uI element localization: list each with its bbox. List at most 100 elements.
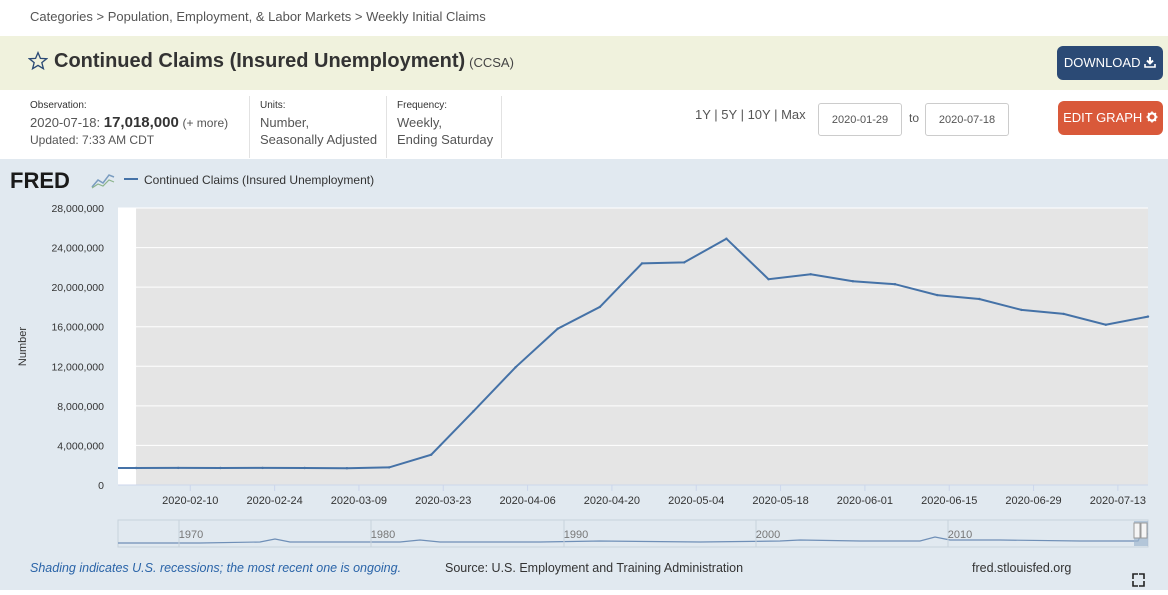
chart-svg: FRED Continued Claims (Insured Unemploym… [10, 168, 1150, 587]
chart-area: FRED Continued Claims (Insured Unemploym… [0, 159, 1168, 590]
breadcrumb-separator: > [96, 9, 105, 24]
navigator-year-label: 1970 [179, 529, 203, 541]
source-text: Source: U.S. Employment and Training Adm… [445, 561, 743, 575]
frequency-line2: Ending Saturday [397, 132, 494, 147]
observation-date: 2020-07-18: [30, 115, 101, 130]
x-axis: 2020-02-10 2020-02-24 2020-03-09 2020-03-23… [118, 484, 1148, 507]
data-point [936, 293, 939, 297]
observation-label: Observation: [30, 100, 87, 111]
breadcrumb-separator: > [354, 9, 363, 24]
breadcrumb: Categories > Population, Employment, & L… [0, 0, 1168, 36]
breadcrumb-categories[interactable]: Categories [30, 9, 93, 24]
navigator-year-label: 1990 [564, 529, 588, 541]
download-button[interactable]: DOWNLOAD [1057, 46, 1163, 80]
series-id: (CCSA) [469, 55, 514, 70]
edit-graph-button[interactable]: EDIT GRAPH [1058, 101, 1163, 135]
gridlines [118, 207, 1148, 486]
data-point [219, 466, 222, 470]
navigator-handle-right[interactable] [1140, 522, 1148, 539]
observation-value: 17,018,000 [103, 114, 179, 131]
data-point [1062, 312, 1065, 316]
site-url[interactable]: fred.stlouisfed.org [972, 561, 1071, 575]
data-point [1020, 308, 1023, 312]
breadcrumb-population[interactable]: Population, Employment, & Labor Markets [107, 9, 352, 24]
divider [249, 96, 250, 158]
data-point [725, 237, 728, 240]
range-1y[interactable]: 1Y [695, 107, 711, 122]
series-title: Continued Claims (Insured Unemployment) [54, 50, 466, 72]
end-date-input[interactable] [925, 103, 1009, 136]
updated-text: Updated: 7:33 AM CDT [30, 133, 155, 147]
download-label: DOWNLOAD [1063, 55, 1141, 70]
fred-logo-graph-icon [91, 172, 115, 189]
recession-note[interactable]: Shading indicates U.S. recessions; the m… [30, 561, 401, 575]
units-line1: Number, [260, 115, 310, 130]
units-line2: Seasonally Adjusted [260, 132, 378, 147]
data-point [598, 305, 602, 309]
favorite-star-icon[interactable] [28, 51, 48, 71]
x-tick-label: 2020-06-01 [837, 495, 893, 507]
x-tick-label: 2020-05-18 [752, 495, 808, 507]
frequency-label: Frequency: [397, 100, 448, 111]
x-tick-label: 2020-07-13 [1090, 495, 1146, 507]
fred-logo: FRED [10, 168, 70, 193]
y-axis-label: Number [17, 327, 29, 366]
data-point [893, 283, 897, 286]
navigator-year-label: 2000 [756, 529, 780, 541]
data-point [640, 262, 644, 265]
data-point [683, 261, 686, 264]
frequency-block: Frequency: Weekly, Ending Saturday [397, 100, 493, 148]
data-point [809, 273, 812, 276]
edit-graph-label: EDIT GRAPH [1063, 110, 1143, 125]
navigator-year-label: 1980 [371, 529, 395, 541]
data-point [472, 410, 475, 413]
breadcrumb-weekly-claims[interactable]: Weekly Initial Claims [366, 9, 486, 24]
frequency-line1: Weekly, [397, 115, 443, 130]
x-tick-label: 2020-04-20 [584, 495, 640, 507]
y-axis: 0 4,000,000 8,000,000 12,000,000 16,000,000 2… [51, 203, 104, 492]
data-point [430, 453, 433, 456]
range-5y[interactable]: 5Y [721, 107, 737, 122]
x-tick-label: 2020-03-09 [331, 495, 387, 507]
y-tick-label: 4,000,000 [57, 440, 104, 452]
y-tick-label: 8,000,000 [57, 401, 104, 413]
y-tick-label: 12,000,000 [51, 361, 104, 373]
y-tick-label: 0 [98, 480, 104, 492]
data-point [978, 297, 981, 301]
navigator-handle-left[interactable] [1133, 522, 1141, 539]
x-tick-label: 2020-06-29 [1005, 495, 1061, 507]
data-point [177, 466, 180, 470]
x-tick-label: 2020-03-23 [415, 495, 471, 507]
more-link[interactable]: (+ more) [182, 116, 229, 130]
data-point [261, 466, 264, 470]
y-tick-label: 16,000,000 [51, 322, 104, 334]
navigator-year-label: 2010 [948, 529, 972, 541]
data-point [1104, 323, 1108, 326]
y-tick-label: 28,000,000 [51, 203, 104, 215]
data-point [387, 466, 391, 469]
range-selector: 1Y | 5Y | 10Y | Max [695, 107, 806, 122]
x-tick-label: 2020-04-06 [499, 495, 555, 507]
divider [501, 96, 502, 158]
recession-shading [136, 208, 1148, 485]
x-tick-label: 2020-05-04 [668, 495, 724, 507]
data-point [134, 466, 138, 470]
fullscreen-icon[interactable] [1132, 573, 1145, 587]
range-10y[interactable]: 10Y [747, 107, 771, 122]
download-icon [1144, 57, 1156, 68]
gear-icon [1146, 111, 1158, 123]
data-point [1146, 315, 1150, 318]
y-tick-label: 24,000,000 [51, 243, 104, 255]
title-bar: Continued Claims (Insured Unemployment)(… [0, 36, 1168, 90]
to-label: to [909, 111, 920, 125]
start-date-input[interactable] [818, 103, 902, 136]
data-point [556, 327, 559, 330]
y-tick-label: 20,000,000 [51, 282, 104, 294]
data-point [767, 278, 770, 281]
observation-block: Observation: 2020-07-18: 17,018,000 (+ m… [30, 100, 228, 149]
divider [386, 96, 387, 158]
range-navigator[interactable]: 1970 1980 1990 2000 2010 [117, 519, 1149, 548]
x-tick-label: 2020-02-10 [162, 495, 218, 507]
data-point [303, 466, 306, 470]
range-max[interactable]: Max [781, 107, 806, 122]
